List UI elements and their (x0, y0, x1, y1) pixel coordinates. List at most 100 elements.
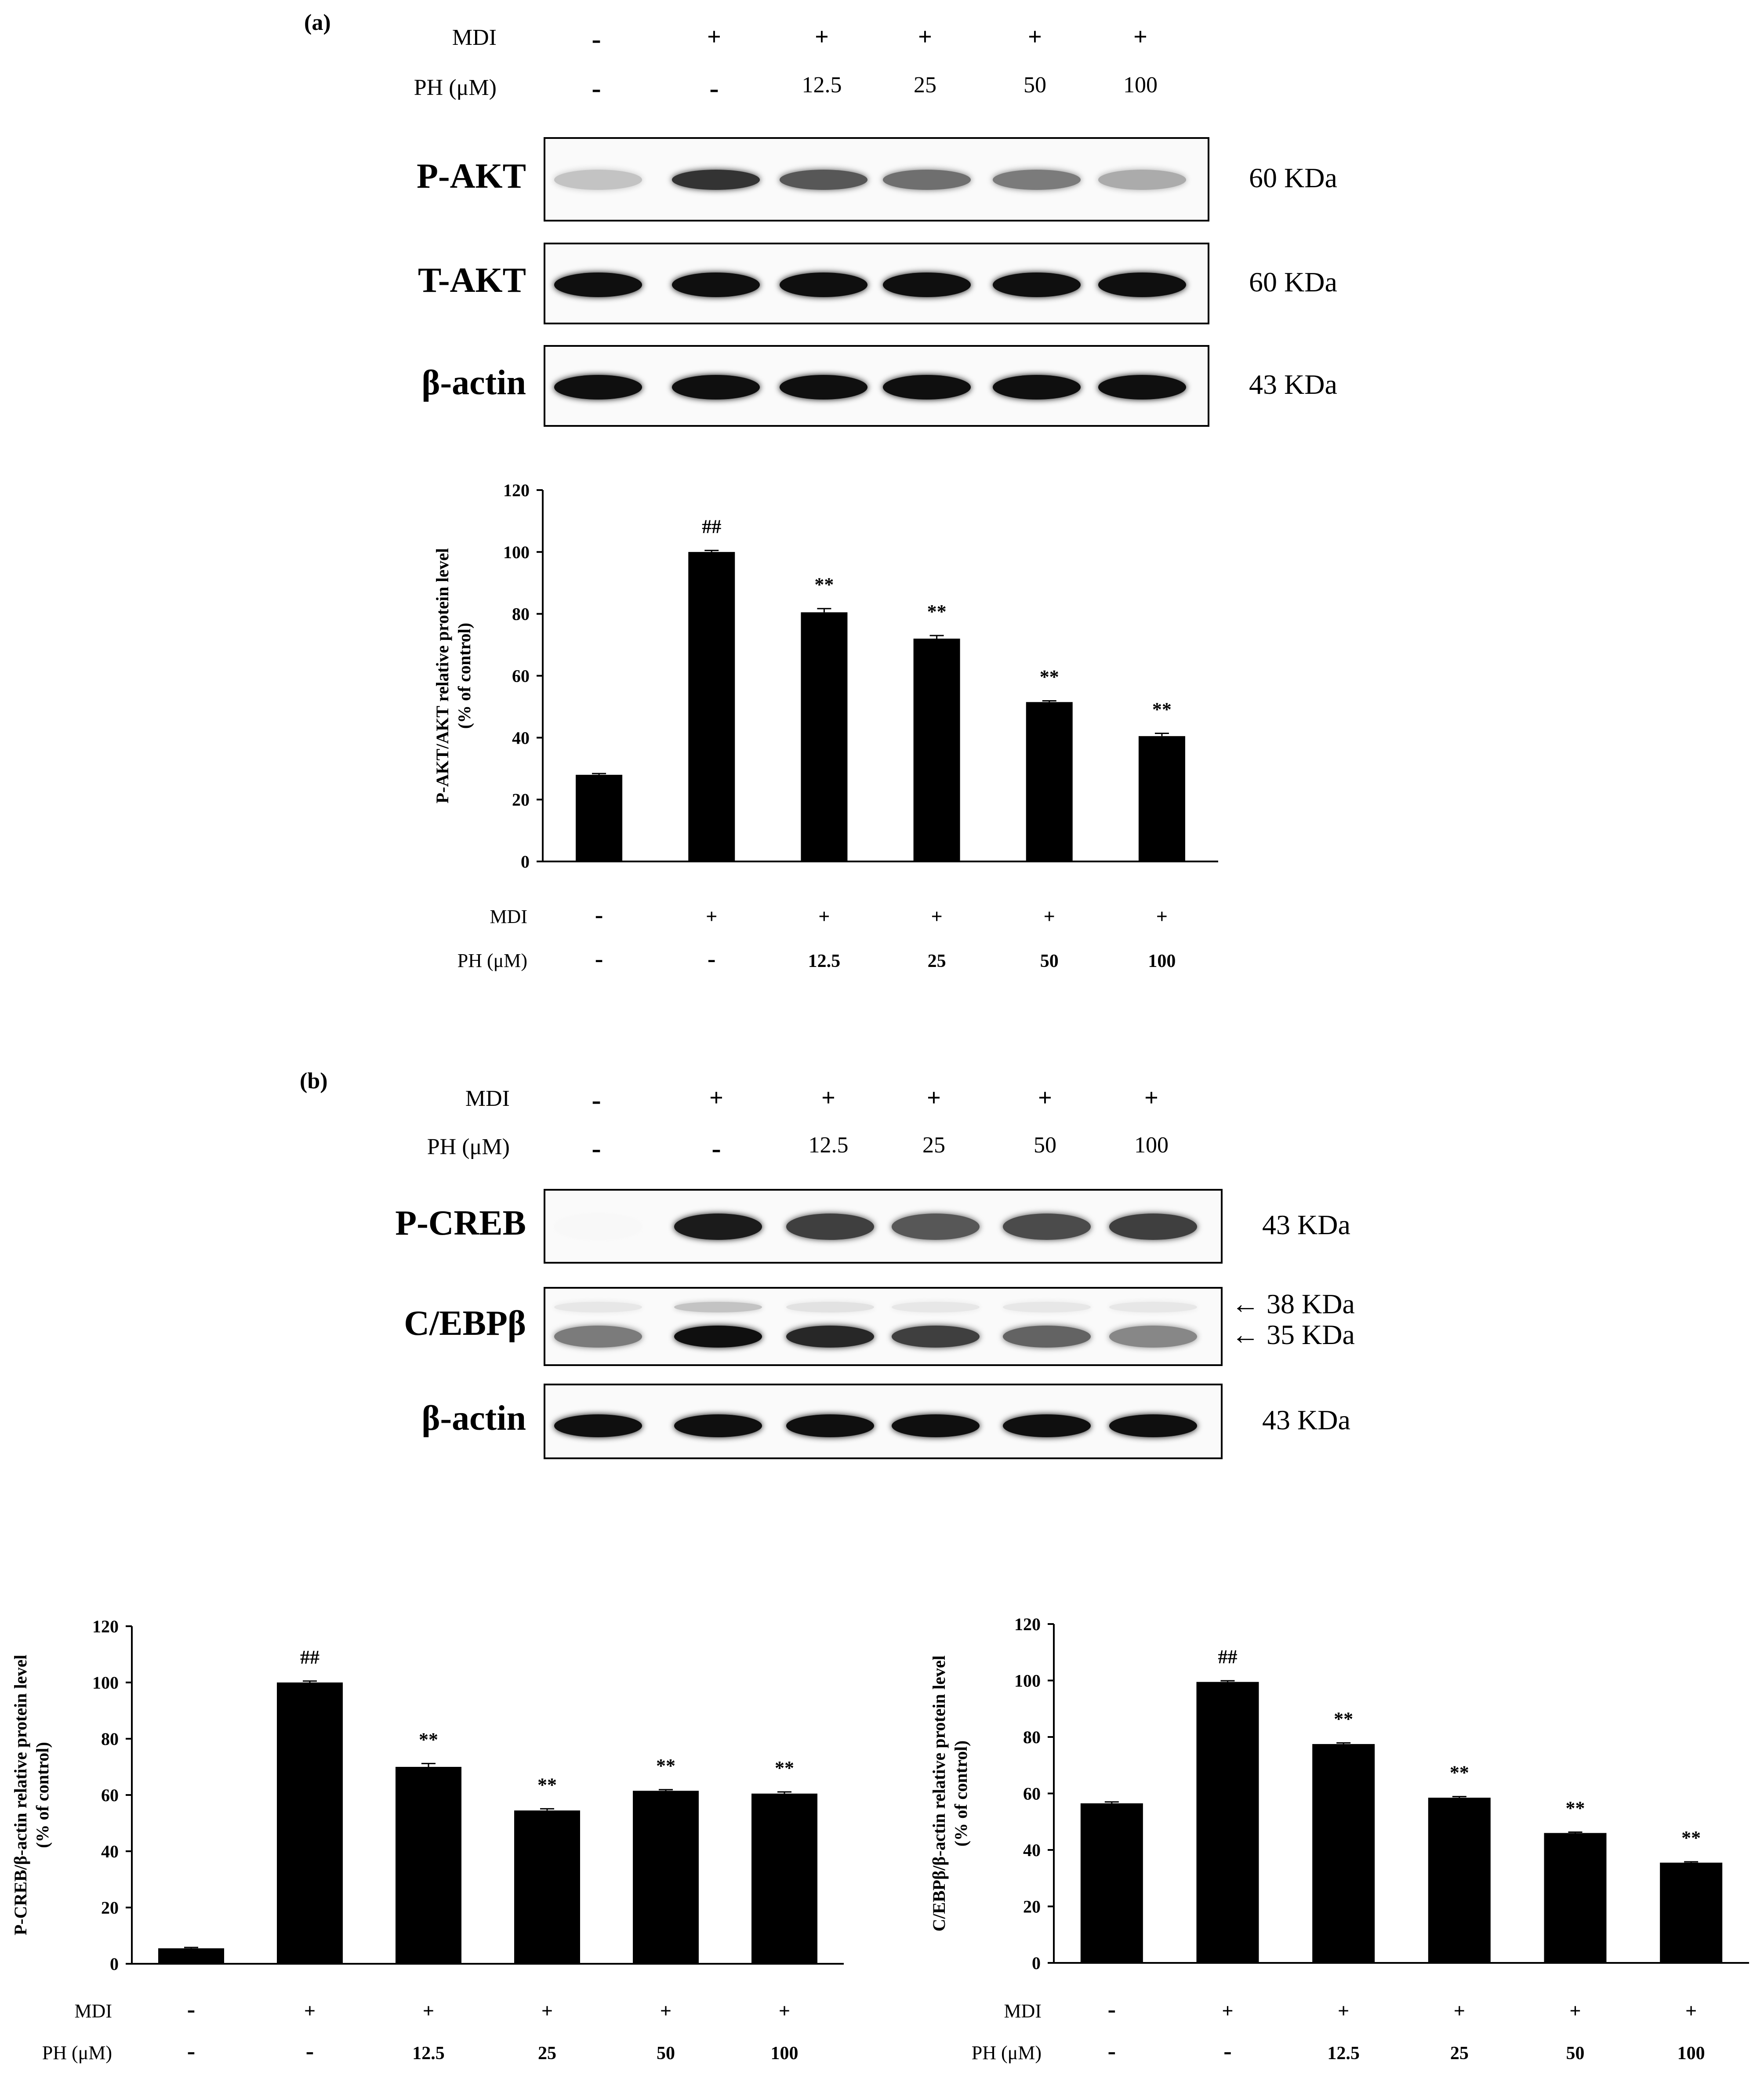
blot-band-upper (1003, 1302, 1091, 1312)
x-ph-label: 50 (1566, 2043, 1585, 2064)
blot-band (786, 1326, 874, 1348)
blot-band (883, 375, 971, 400)
bar (396, 1767, 461, 1964)
header-mdi-value: + (821, 1084, 835, 1112)
y-tick-label: 40 (101, 1842, 119, 1861)
header-ph-value: 12.5 (808, 1133, 849, 1158)
header-ph-value: 12.5 (802, 73, 842, 98)
significance-mark: ** (419, 1729, 438, 1750)
x-ph-row-label: PH (μM) (457, 950, 527, 971)
x-mdi-label: + (423, 1999, 434, 2022)
x-ph-label: - (1223, 2038, 1232, 2065)
significance-mark: ** (537, 1774, 557, 1795)
kda-label: 43 KDa (1249, 369, 1337, 400)
blot-band (674, 1214, 762, 1240)
header-mdi-value: + (709, 1084, 723, 1112)
bar (1026, 702, 1073, 861)
blot-band (892, 1214, 980, 1240)
y-axis-label-unit: (% of control) (951, 1740, 971, 1846)
significance-mark: ** (656, 1755, 675, 1777)
blot-c-ebp- (544, 1287, 1223, 1366)
y-axis-label: P-AKT/AKT relative protein level (432, 548, 452, 803)
header-ph-value: - (592, 1133, 601, 1164)
significance-mark: ** (1040, 666, 1059, 688)
header-ph-value: - (709, 73, 719, 104)
protein-label: P-AKT (417, 157, 526, 196)
x-ph-label: 100 (1148, 951, 1176, 971)
blot-band (780, 170, 867, 190)
panel-a-mdi-label: MDI (452, 25, 497, 50)
kda-lower-label: ← 35 KDa (1231, 1319, 1355, 1350)
blot-band-upper (674, 1302, 762, 1312)
x-mdi-row-label: MDI (74, 2000, 112, 2022)
blot-band (993, 273, 1081, 297)
x-mdi-label: + (304, 1999, 316, 2022)
x-ph-label: 100 (1677, 2043, 1705, 2064)
blot-band (892, 1326, 980, 1348)
blot-band (674, 1414, 762, 1437)
blot-band (554, 170, 642, 190)
blot-t-akt (544, 243, 1209, 324)
x-mdi-label: + (1454, 1999, 1465, 2022)
x-ph-row-label: PH (μM) (972, 2042, 1042, 2064)
significance-mark: ** (1681, 1827, 1701, 1849)
blot-band-upper (1109, 1302, 1197, 1312)
significance-mark: ## (702, 516, 721, 537)
significance-mark: ** (1152, 698, 1172, 720)
y-axis-label-unit: (% of control) (454, 623, 474, 729)
bar (688, 552, 735, 861)
x-ph-label: 25 (538, 2043, 556, 2064)
bar (514, 1810, 580, 1964)
y-axis-label: C/EBPβ/β-actin relative protein level (929, 1655, 949, 1931)
blot-band (892, 1414, 980, 1437)
blot-band-upper (892, 1302, 980, 1312)
x-mdi-label: + (660, 1999, 671, 2022)
header-ph-value: - (592, 73, 601, 104)
x-mdi-label: + (1222, 1999, 1233, 2022)
blot--actin (544, 1384, 1223, 1459)
x-mdi-label: + (706, 905, 717, 927)
bar (751, 1793, 817, 1964)
kda-label: 43 KDa (1262, 1404, 1350, 1435)
header-ph-value: 50 (1024, 73, 1046, 98)
blot-band (1003, 1326, 1091, 1348)
x-mdi-label: + (1044, 905, 1055, 927)
significance-mark: ** (927, 601, 947, 622)
x-mdi-row-label: MDI (1004, 2000, 1042, 2022)
x-mdi-label: + (779, 1999, 790, 2022)
y-tick-label: 60 (512, 666, 530, 686)
x-ph-label: - (306, 2038, 314, 2065)
blot-band (780, 375, 867, 400)
blot-p-akt (544, 137, 1209, 222)
x-ph-row-label: PH (μM) (42, 2042, 112, 2064)
x-ph-label: 25 (1450, 2043, 1469, 2064)
chart-p-creb: 0 20 40 60 80 100 120 P-CREB/β-actin relative p… (11, 1617, 844, 2065)
header-mdi-value: + (1038, 1084, 1052, 1112)
significance-mark: ** (814, 574, 834, 596)
blot-band (554, 1326, 642, 1348)
y-tick-label: 120 (92, 1617, 119, 1636)
x-mdi-label: + (1338, 1999, 1349, 2022)
blot-band (554, 1214, 642, 1240)
significance-mark: ## (1218, 1646, 1238, 1668)
header-mdi-value: + (918, 23, 932, 51)
x-mdi-label: + (1156, 905, 1168, 927)
bar (1544, 1833, 1607, 1963)
y-tick-label: 20 (101, 1898, 119, 1918)
bar (1312, 1744, 1375, 1963)
y-tick-label: 0 (521, 852, 530, 872)
bar (1196, 1682, 1259, 1963)
header-mdi-value: + (1144, 1084, 1158, 1112)
x-mdi-label: + (931, 905, 942, 927)
panel-a-label: (a) (304, 10, 331, 35)
bar (913, 639, 960, 861)
significance-mark: ** (1566, 1798, 1585, 1819)
blot-band (883, 273, 971, 297)
bar (1660, 1862, 1723, 1963)
significance-mark: ## (300, 1646, 319, 1668)
x-mdi-label: - (595, 901, 603, 929)
protein-label: β-actin (421, 363, 526, 402)
x-mdi-label: + (1569, 1999, 1581, 2022)
header-ph-value: 50 (1034, 1133, 1056, 1158)
protein-label: T-AKT (417, 261, 526, 300)
